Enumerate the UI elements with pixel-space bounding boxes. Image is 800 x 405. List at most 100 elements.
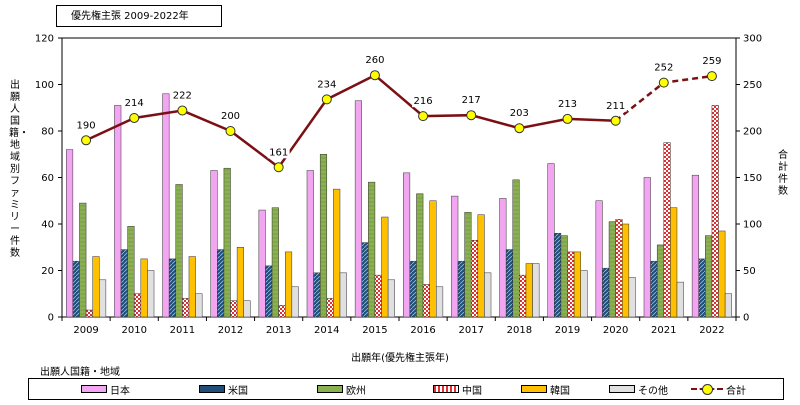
bar-other	[340, 273, 347, 317]
bar-us	[458, 261, 465, 317]
legend-swatch-europe	[317, 385, 343, 393]
legend-item-china: 中国	[433, 379, 482, 399]
bar-japan	[451, 196, 458, 317]
x-tick-label: 2013	[266, 325, 291, 336]
bar-china	[279, 305, 286, 317]
bar-other	[629, 277, 636, 317]
legend-swatch-korea	[521, 385, 547, 393]
legend-item-us: 米国	[199, 379, 248, 399]
x-tick-label: 2018	[507, 325, 532, 336]
total-point	[370, 71, 379, 80]
bar-us	[121, 250, 128, 317]
bar-japan	[163, 94, 170, 317]
bar-other	[725, 294, 732, 317]
total-data-label: 214	[125, 98, 144, 109]
total-data-label: 259	[702, 56, 721, 67]
x-tick-label: 2020	[603, 325, 628, 336]
x-tick-label: 2009	[73, 325, 98, 336]
x-tick-label: 2022	[699, 325, 724, 336]
bar-us	[602, 268, 609, 317]
total-data-label: 203	[510, 108, 529, 119]
total-point	[274, 163, 283, 172]
bar-europe	[609, 222, 616, 317]
total-data-label: 252	[654, 63, 673, 74]
bar-korea	[478, 215, 485, 317]
x-tick-label: 2021	[651, 325, 676, 336]
bar-china	[712, 105, 719, 317]
bar-korea	[622, 224, 629, 317]
x-tick-label: 2011	[170, 325, 195, 336]
total-point	[226, 127, 235, 136]
bar-china	[568, 252, 575, 317]
legend-label-total: 合計	[726, 382, 746, 397]
x-tick-label: 2010	[121, 325, 146, 336]
total-data-label: 234	[317, 79, 336, 90]
total-data-label: 216	[414, 96, 433, 107]
y-tick-label: 120	[35, 34, 54, 45]
x-tick-label: 2016	[410, 325, 435, 336]
legend-label-japan: 日本	[110, 382, 130, 397]
y2-tick-label: 150	[743, 173, 762, 184]
bar-china	[327, 298, 334, 317]
total-point	[130, 113, 139, 122]
bar-us	[217, 250, 224, 317]
bar-japan	[644, 178, 651, 318]
bar-other	[581, 271, 588, 318]
y2-tick-label: 300	[743, 34, 762, 45]
y2-tick-label: 250	[743, 80, 762, 91]
y2-tick-label: 100	[743, 220, 762, 231]
bar-korea	[382, 217, 389, 317]
bar-europe	[465, 212, 472, 317]
y-tick-label: 100	[35, 80, 54, 91]
bar-china	[231, 301, 238, 317]
total-point	[707, 72, 716, 81]
x-tick-label: 2014	[314, 325, 339, 336]
bar-china	[423, 284, 430, 317]
bar-china	[182, 298, 189, 317]
bar-japan	[403, 173, 410, 317]
total-point	[82, 136, 91, 145]
legend-swatch-other	[609, 385, 635, 393]
bar-china	[471, 240, 478, 317]
total-point	[322, 95, 331, 104]
bar-europe	[657, 245, 664, 317]
bar-europe	[561, 236, 568, 317]
bar-japan	[259, 210, 266, 317]
legend-item-korea: 韓国	[521, 379, 570, 399]
legend-item-total: 合計	[691, 379, 746, 399]
legend-item-other: その他	[609, 379, 668, 399]
bar-china	[134, 294, 141, 317]
total-point	[611, 116, 620, 125]
bar-us	[699, 259, 706, 317]
bar-other	[484, 273, 491, 317]
legend-label-china: 中国	[462, 382, 482, 397]
y2-tick-label: 0	[743, 313, 749, 324]
bar-japan	[692, 175, 699, 317]
legend-swatch-us	[199, 385, 225, 393]
y-tick-label: 80	[41, 127, 54, 138]
total-data-label: 217	[462, 95, 481, 106]
x-tick-label: 2017	[458, 325, 483, 336]
legend-swatch-china	[433, 385, 459, 393]
bar-other	[196, 294, 203, 317]
bar-europe	[128, 226, 135, 317]
bar-europe	[513, 180, 520, 317]
bar-korea	[670, 208, 677, 317]
bar-other	[147, 271, 154, 318]
total-data-label: 222	[173, 91, 192, 102]
bar-china	[664, 143, 671, 317]
bar-korea	[189, 257, 196, 317]
legend-item-japan: 日本	[81, 379, 130, 399]
legend-swatch-total	[691, 385, 723, 393]
bar-korea	[719, 231, 726, 317]
bar-europe	[272, 208, 279, 317]
bar-other	[244, 301, 251, 317]
bar-europe	[79, 203, 86, 317]
total-data-label: 211	[606, 101, 625, 112]
y-tick-label: 20	[41, 266, 54, 277]
bar-other	[436, 287, 443, 317]
y2-tick-label: 50	[743, 266, 756, 277]
bar-us	[73, 261, 80, 317]
legend-item-europe: 欧州	[317, 379, 366, 399]
bar-us	[169, 259, 176, 317]
